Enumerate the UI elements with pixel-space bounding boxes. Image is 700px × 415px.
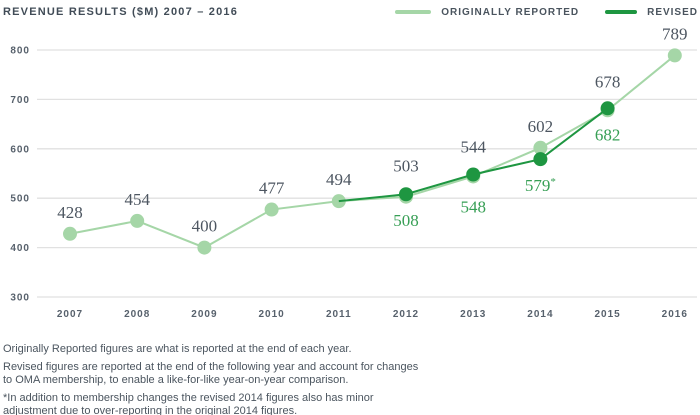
svg-text:2012: 2012	[393, 309, 419, 320]
svg-text:400: 400	[10, 243, 30, 254]
legend-item-revised: REVISED	[605, 7, 698, 18]
svg-text:2008: 2008	[124, 309, 150, 320]
svg-text:600: 600	[10, 144, 30, 155]
svg-text:548: 548	[460, 197, 486, 216]
footnote-2014-adjustment: *In addition to membership changes the r…	[3, 391, 374, 415]
revised-line-swatch-icon	[605, 10, 638, 14]
svg-text:508: 508	[393, 211, 419, 230]
svg-text:428: 428	[57, 203, 83, 222]
svg-text:300: 300	[10, 293, 30, 304]
page-title: REVENUE RESULTS ($M) 2007 – 2016	[3, 6, 239, 18]
legend-label-revised: REVISED	[647, 6, 698, 18]
legend-label-originally-reported: ORIGINALLY REPORTED	[441, 6, 580, 18]
svg-text:500: 500	[10, 194, 30, 205]
svg-text:700: 700	[10, 95, 30, 106]
svg-text:2010: 2010	[258, 309, 284, 320]
legend-item-originally-reported: ORIGINALLY REPORTED	[395, 7, 579, 18]
svg-text:2007: 2007	[57, 309, 83, 320]
chart-header: REVENUE RESULTS ($M) 2007 – 2016 ORIGINA…	[3, 3, 698, 21]
svg-text:789: 789	[662, 24, 688, 43]
svg-text:400: 400	[192, 217, 218, 236]
svg-text:2014: 2014	[527, 309, 553, 320]
legend: ORIGINALLY REPORTED REVISED	[395, 7, 698, 18]
svg-text:477: 477	[259, 179, 285, 198]
footnote-originally-reported: Originally Reported figures are what is …	[3, 343, 352, 355]
revenue-line-chart: 300 400 500 600 700 800 2007 2008 2009 2010 2011 20…	[10, 24, 697, 320]
svg-text:544: 544	[460, 137, 486, 156]
svg-text:800: 800	[10, 46, 30, 57]
svg-text:494: 494	[326, 170, 352, 189]
svg-text:503: 503	[393, 157, 419, 176]
footnote-revised: Revised figures are reported at the end …	[3, 360, 419, 387]
svg-text:2015: 2015	[594, 309, 620, 320]
svg-text:579*: 579*	[525, 176, 556, 195]
originally-reported-line-swatch-icon	[395, 10, 432, 14]
svg-text:2011: 2011	[326, 309, 352, 320]
svg-text:2009: 2009	[191, 309, 217, 320]
svg-text:602: 602	[528, 117, 554, 136]
svg-text:678: 678	[595, 72, 621, 91]
svg-text:2013: 2013	[460, 309, 486, 320]
footnotes: Originally Reported figures are what is …	[3, 343, 433, 415]
svg-text:682: 682	[595, 125, 621, 144]
svg-text:2016: 2016	[662, 309, 688, 320]
svg-text:454: 454	[124, 190, 150, 209]
